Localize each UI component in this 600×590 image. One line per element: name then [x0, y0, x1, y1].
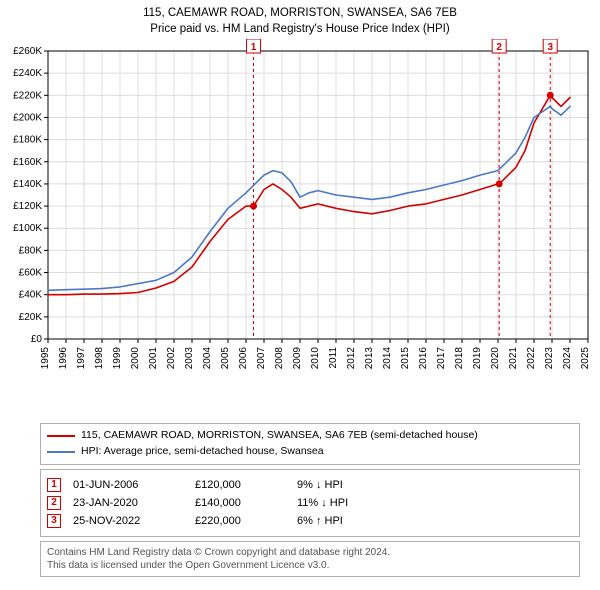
svg-text:2014: 2014: [382, 347, 393, 370]
event-row: 2 23-JAN-2020 £140,000 11% ↓ HPI: [47, 494, 573, 512]
svg-text:£220K: £220K: [13, 90, 42, 101]
svg-text:2025: 2025: [580, 347, 591, 370]
events-table: 1 01-JUN-2006 £120,000 9% ↓ HPI 2 23-JAN…: [40, 469, 580, 537]
legend: 115, CAEMAWR ROAD, MORRISTON, SWANSEA, S…: [40, 423, 580, 465]
legend-swatch-hpi: [47, 451, 75, 453]
svg-text:£200K: £200K: [13, 112, 42, 123]
svg-text:2015: 2015: [400, 347, 411, 370]
event-marker-2: 2: [47, 496, 61, 510]
svg-text:2011: 2011: [328, 347, 339, 369]
svg-text:£20K: £20K: [19, 312, 43, 323]
svg-text:2001: 2001: [148, 347, 159, 370]
svg-text:2005: 2005: [220, 347, 231, 370]
event-price: £140,000: [195, 497, 285, 509]
svg-text:1997: 1997: [76, 347, 87, 370]
svg-text:1996: 1996: [58, 347, 69, 370]
event-marker-1: 1: [47, 478, 61, 492]
svg-text:£180K: £180K: [13, 135, 42, 146]
event-date: 23-JAN-2020: [73, 497, 183, 509]
svg-text:2006: 2006: [238, 347, 249, 370]
event-delta: 6% ↑ HPI: [297, 515, 417, 527]
svg-text:2004: 2004: [202, 347, 213, 370]
title-line1: 115, CAEMAWR ROAD, MORRISTON, SWANSEA, S…: [4, 6, 596, 22]
svg-text:£260K: £260K: [13, 46, 42, 57]
footer-line1: Contains HM Land Registry data © Crown c…: [47, 546, 573, 559]
svg-text:1998: 1998: [94, 347, 105, 370]
legend-label-hpi: HPI: Average price, semi-detached house,…: [81, 444, 324, 460]
event-delta: 11% ↓ HPI: [297, 497, 417, 509]
chart-area: £0 £20K £40K £60K £80K £100K £120K £140K £160K £1…: [0, 39, 600, 419]
svg-text:£240K: £240K: [13, 68, 42, 79]
svg-text:£140K: £140K: [13, 179, 42, 190]
svg-text:£100K: £100K: [13, 223, 42, 234]
chart-svg: £0 £20K £40K £60K £80K £100K £120K £140K £160K £1…: [0, 39, 600, 419]
svg-text:2010: 2010: [310, 347, 321, 370]
svg-text:2002: 2002: [166, 347, 177, 370]
event-price: £220,000: [195, 515, 285, 527]
svg-text:1999: 1999: [112, 347, 123, 370]
title-block: 115, CAEMAWR ROAD, MORRISTON, SWANSEA, S…: [0, 0, 600, 39]
event-marker-3: 3: [47, 514, 61, 528]
svg-text:2019: 2019: [472, 347, 483, 370]
svg-text:2023: 2023: [544, 347, 555, 370]
event-date: 01-JUN-2006: [73, 479, 183, 491]
svg-text:2003: 2003: [184, 347, 195, 370]
event-row: 1 01-JUN-2006 £120,000 9% ↓ HPI: [47, 476, 573, 494]
svg-text:2022: 2022: [526, 347, 537, 370]
svg-text:2: 2: [496, 42, 502, 53]
legend-item-price-paid: 115, CAEMAWR ROAD, MORRISTON, SWANSEA, S…: [47, 428, 573, 444]
svg-text:2008: 2008: [274, 347, 285, 370]
footer-attribution: Contains HM Land Registry data © Crown c…: [40, 541, 580, 577]
svg-text:2012: 2012: [346, 347, 357, 370]
svg-text:2016: 2016: [418, 347, 429, 370]
svg-text:2024: 2024: [562, 347, 573, 370]
legend-swatch-price-paid: [47, 435, 75, 437]
svg-text:2007: 2007: [256, 347, 267, 370]
svg-text:£160K: £160K: [13, 157, 42, 168]
svg-text:2018: 2018: [454, 347, 465, 370]
svg-text:2017: 2017: [436, 347, 447, 370]
svg-text:2009: 2009: [292, 347, 303, 370]
chart-container: 115, CAEMAWR ROAD, MORRISTON, SWANSEA, S…: [0, 0, 600, 577]
legend-label-price-paid: 115, CAEMAWR ROAD, MORRISTON, SWANSEA, S…: [81, 428, 478, 444]
svg-text:£40K: £40K: [19, 290, 43, 301]
event-price: £120,000: [195, 479, 285, 491]
svg-text:2013: 2013: [364, 347, 375, 370]
svg-text:1: 1: [251, 42, 257, 53]
event-date: 25-NOV-2022: [73, 515, 183, 527]
svg-text:3: 3: [547, 42, 553, 53]
title-line2: Price paid vs. HM Land Registry's House …: [4, 22, 596, 38]
svg-text:2021: 2021: [508, 347, 519, 370]
svg-text:£60K: £60K: [19, 268, 43, 279]
svg-text:£0: £0: [31, 334, 43, 345]
svg-text:£120K: £120K: [13, 201, 42, 212]
svg-text:2000: 2000: [130, 347, 141, 370]
event-row: 3 25-NOV-2022 £220,000 6% ↑ HPI: [47, 512, 573, 530]
svg-text:£80K: £80K: [19, 245, 43, 256]
legend-item-hpi: HPI: Average price, semi-detached house,…: [47, 444, 573, 460]
event-delta: 9% ↓ HPI: [297, 479, 417, 491]
svg-text:2020: 2020: [490, 347, 501, 370]
svg-text:1995: 1995: [40, 347, 51, 370]
footer-line2: This data is licensed under the Open Gov…: [47, 559, 573, 572]
